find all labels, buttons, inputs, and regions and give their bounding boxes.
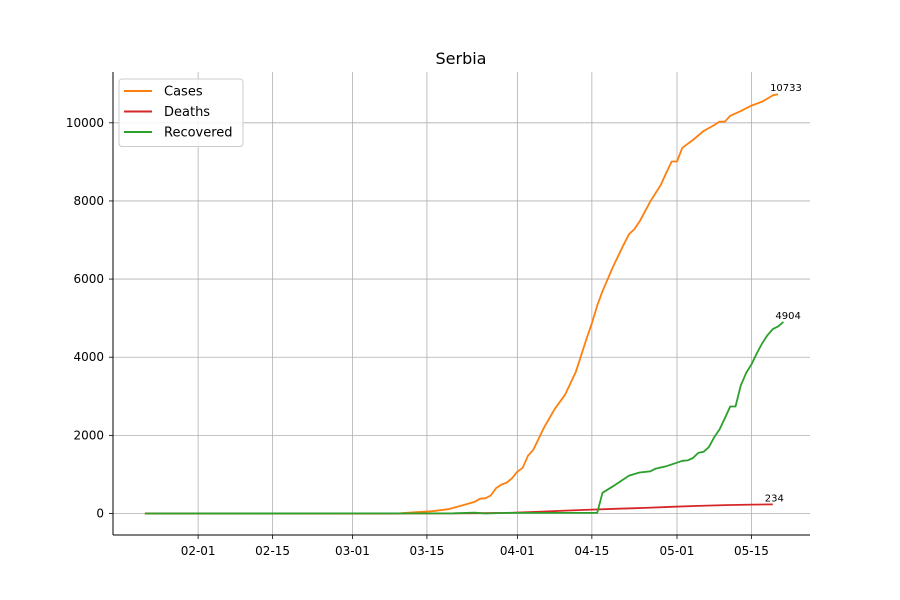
end-labels: 10733 234 4904	[765, 83, 802, 504]
y-tick-label: 4000	[73, 350, 104, 364]
end-label-cases: 10733	[770, 83, 802, 94]
end-label-deaths: 234	[765, 493, 784, 504]
x-tick-label: 03-15	[409, 544, 444, 558]
y-tick-label: 10000	[66, 116, 104, 130]
chart-title: Serbia	[436, 49, 487, 68]
legend-label-cases: Cases	[164, 85, 203, 100]
x-tick-label: 04-15	[574, 544, 609, 558]
series-line-cases	[144, 93, 779, 515]
x-tick-label: 02-15	[255, 544, 290, 558]
y-tick-label: 2000	[73, 428, 104, 442]
legend-label-deaths: Deaths	[164, 105, 210, 120]
legend-label-recovered: Recovered	[164, 126, 233, 141]
end-label-recovered: 4904	[775, 311, 800, 322]
x-tick-label: 04-01	[500, 544, 535, 558]
y-tick-label: 8000	[73, 194, 104, 208]
y-tick-label: 6000	[73, 272, 104, 286]
x-tick-label: 03-01	[335, 544, 370, 558]
x-tick-label: 02-01	[181, 544, 216, 558]
x-tick-label: 05-01	[660, 544, 695, 558]
legend: Cases Deaths Recovered	[118, 78, 244, 147]
x-tick-label: 05-15	[734, 544, 769, 558]
gridlines	[113, 72, 810, 535]
axes	[109, 72, 810, 539]
legend-box	[118, 78, 244, 147]
tick-labels: 02-01 02-15 03-01 03-15 04-01 04-15 05-01 05-15…	[66, 116, 769, 558]
series-line-recovered	[144, 321, 784, 515]
series-lines	[144, 93, 784, 515]
y-tick-label: 0	[96, 507, 104, 521]
